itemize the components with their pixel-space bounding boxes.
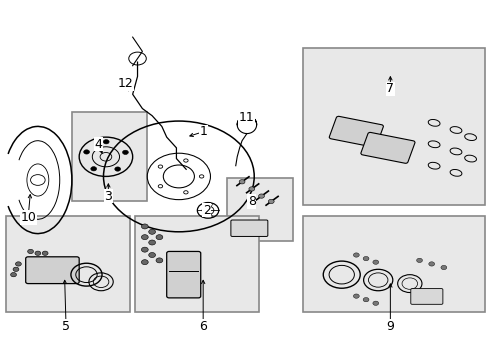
FancyBboxPatch shape <box>360 132 414 163</box>
Circle shape <box>372 301 378 305</box>
Circle shape <box>156 235 163 240</box>
Text: 10: 10 <box>20 211 36 224</box>
Circle shape <box>353 294 359 298</box>
Circle shape <box>353 253 359 257</box>
Text: 1: 1 <box>199 125 207 138</box>
Circle shape <box>248 187 254 191</box>
Text: 8: 8 <box>247 195 255 208</box>
Text: 3: 3 <box>104 190 112 203</box>
Circle shape <box>148 229 155 234</box>
Circle shape <box>156 258 163 263</box>
Circle shape <box>35 251 41 255</box>
Circle shape <box>440 265 446 270</box>
Circle shape <box>83 150 89 154</box>
Circle shape <box>372 260 378 264</box>
Circle shape <box>258 194 264 198</box>
Circle shape <box>122 150 128 154</box>
Bar <box>302 216 484 312</box>
Text: 4: 4 <box>95 138 102 151</box>
Circle shape <box>141 235 148 240</box>
FancyBboxPatch shape <box>230 220 267 237</box>
Text: 12: 12 <box>117 77 133 90</box>
Bar <box>135 216 259 312</box>
Circle shape <box>141 224 148 229</box>
Text: 7: 7 <box>386 82 393 95</box>
Circle shape <box>141 260 148 265</box>
Circle shape <box>148 252 155 257</box>
Circle shape <box>16 262 21 266</box>
Circle shape <box>42 251 48 255</box>
Text: 2: 2 <box>202 204 210 217</box>
Circle shape <box>115 167 121 171</box>
Text: 5: 5 <box>62 320 70 333</box>
Circle shape <box>13 267 19 271</box>
Text: 11: 11 <box>239 111 254 124</box>
Circle shape <box>268 199 274 203</box>
Bar <box>302 48 484 205</box>
Circle shape <box>363 297 368 302</box>
Circle shape <box>141 247 148 252</box>
Circle shape <box>103 140 109 144</box>
Circle shape <box>91 167 97 171</box>
Circle shape <box>416 258 422 262</box>
Bar <box>72 112 147 202</box>
Circle shape <box>428 262 434 266</box>
FancyBboxPatch shape <box>166 251 201 298</box>
Bar <box>6 216 130 312</box>
Circle shape <box>363 256 368 261</box>
Circle shape <box>148 240 155 245</box>
Circle shape <box>11 273 17 277</box>
FancyBboxPatch shape <box>26 257 79 284</box>
Circle shape <box>239 180 244 184</box>
Text: 6: 6 <box>199 320 207 333</box>
Circle shape <box>28 249 33 253</box>
Bar <box>227 178 292 241</box>
Text: 9: 9 <box>386 320 393 333</box>
FancyBboxPatch shape <box>328 116 383 147</box>
FancyBboxPatch shape <box>410 289 442 304</box>
